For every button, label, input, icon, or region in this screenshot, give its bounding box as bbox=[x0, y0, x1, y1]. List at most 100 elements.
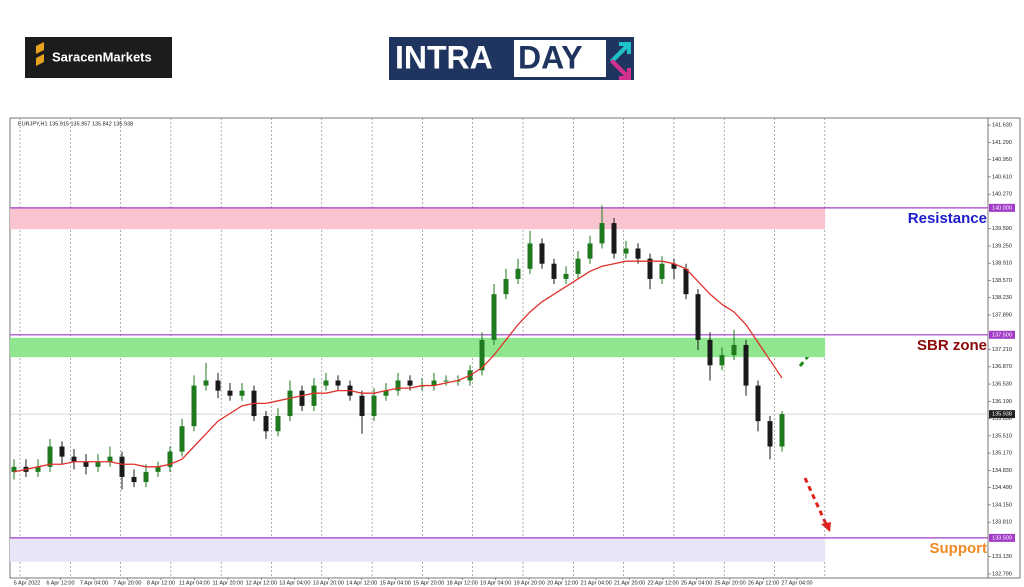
x-tick-label: 14 Apr 12:00 bbox=[346, 580, 377, 586]
x-tick-label: 25 Apr 04:00 bbox=[681, 580, 712, 586]
candle-body bbox=[263, 416, 269, 432]
moving-average bbox=[13, 260, 783, 473]
y-tick-label: 132.790 bbox=[992, 571, 1012, 577]
x-tick-label: 19 Apr 20:00 bbox=[514, 580, 545, 586]
y-tick-label: 141.630 bbox=[992, 123, 1012, 129]
y-tick-label: 135.170 bbox=[992, 451, 1012, 457]
candle-body bbox=[407, 380, 413, 386]
candle-body bbox=[635, 248, 641, 259]
y-tick-label: 138.230 bbox=[992, 295, 1012, 301]
candle-body bbox=[539, 243, 545, 264]
candle-body bbox=[107, 456, 113, 462]
candle-body bbox=[131, 476, 137, 483]
level-price-tag-bg bbox=[989, 330, 1015, 339]
x-tick-label: 27 Apr 04:00 bbox=[781, 580, 812, 586]
candle-body bbox=[35, 466, 41, 472]
level-zone bbox=[10, 207, 825, 230]
x-tick-label: 7 Apr 20:00 bbox=[113, 580, 141, 586]
x-tick-label: 21 Apr 04:00 bbox=[581, 580, 612, 586]
y-tick-label: 133.810 bbox=[992, 520, 1012, 526]
x-tick-label: 19 Apr 04:00 bbox=[480, 580, 511, 586]
level-zone bbox=[10, 537, 825, 562]
candle-body bbox=[383, 390, 389, 396]
candle-body bbox=[779, 414, 785, 447]
y-tick-label: 136.190 bbox=[992, 399, 1012, 405]
y-tick-label: 136.870 bbox=[992, 364, 1012, 370]
candle-body bbox=[647, 258, 653, 279]
y-tick-label: 134.150 bbox=[992, 502, 1012, 508]
candle-body bbox=[359, 395, 365, 417]
y-tick-label: 141.290 bbox=[992, 140, 1012, 146]
y-tick-label: 137.890 bbox=[992, 312, 1012, 318]
candle-body bbox=[95, 461, 101, 467]
candle-body bbox=[311, 385, 317, 406]
chart-title: EURJPY,H1 135.915 135.957 135.842 135.93… bbox=[18, 121, 133, 127]
y-tick-label: 133.130 bbox=[992, 554, 1012, 560]
last-price-tag: 135.938 bbox=[992, 412, 1012, 418]
level-price-tag: 137.500 bbox=[992, 332, 1012, 338]
y-tick-label: 134.830 bbox=[992, 468, 1012, 474]
y-tick-label: 135.510 bbox=[992, 433, 1012, 439]
y-tick-label: 140.610 bbox=[992, 174, 1012, 180]
candle-body bbox=[443, 380, 449, 382]
y-tick-label: 139.250 bbox=[992, 243, 1012, 249]
candle-body bbox=[299, 390, 305, 406]
candle-body bbox=[179, 426, 185, 452]
candle-body bbox=[587, 243, 593, 259]
x-tick-label: 12 Apr 12:00 bbox=[246, 580, 277, 586]
candle-body bbox=[683, 268, 689, 295]
x-tick-label: 8 Apr 12:00 bbox=[147, 580, 175, 586]
level-price-tag-bg bbox=[989, 203, 1015, 212]
candle-body bbox=[335, 380, 341, 386]
candle-body bbox=[323, 380, 329, 386]
candle-body bbox=[491, 294, 497, 340]
candle-body bbox=[71, 456, 77, 462]
x-tick-label: 6 Apr 12:00 bbox=[46, 580, 74, 586]
y-tick-label: 134.490 bbox=[992, 485, 1012, 491]
banner-arrow-down bbox=[610, 59, 631, 80]
x-tick-label: 5 Apr 2022 bbox=[14, 580, 41, 586]
candle-body bbox=[659, 263, 665, 279]
candle-body bbox=[371, 395, 377, 417]
candle-body bbox=[743, 344, 749, 386]
candle-body bbox=[239, 390, 245, 396]
y-tick-label: 137.210 bbox=[992, 347, 1012, 353]
y-tick-label: 136.530 bbox=[992, 382, 1012, 388]
candle-body bbox=[215, 380, 221, 391]
x-tick-label: 20 Apr 12:00 bbox=[547, 580, 578, 586]
y-tick-label: 138.910 bbox=[992, 261, 1012, 267]
level-zone bbox=[10, 337, 825, 358]
candle-body bbox=[479, 339, 485, 371]
level-label: Resistance bbox=[908, 210, 987, 227]
level-label: Support bbox=[930, 540, 988, 557]
candle-body bbox=[731, 344, 737, 356]
y-tick-label: 135.850 bbox=[992, 416, 1012, 422]
y-tick-label: 138.570 bbox=[992, 278, 1012, 284]
candle-body bbox=[551, 263, 557, 279]
candle-body bbox=[143, 471, 149, 483]
candle-body bbox=[767, 421, 773, 447]
x-tick-label: 13 Apr 04:00 bbox=[279, 580, 310, 586]
level-price-tag-bg bbox=[989, 533, 1015, 542]
candle-body bbox=[275, 416, 281, 432]
candle-body bbox=[395, 380, 401, 391]
x-tick-label: 25 Apr 20:00 bbox=[714, 580, 745, 586]
x-tick-label: 18 Apr 12:00 bbox=[447, 580, 478, 586]
candle-body bbox=[227, 390, 233, 396]
candle-body bbox=[119, 456, 125, 477]
candle-body bbox=[287, 390, 293, 417]
candle-body bbox=[59, 446, 65, 457]
candle-body bbox=[203, 380, 209, 386]
banner-right: DAY bbox=[518, 39, 583, 75]
candle-body bbox=[11, 466, 17, 472]
candle-body bbox=[719, 355, 725, 366]
candle-body bbox=[563, 273, 569, 279]
candle-body bbox=[575, 258, 581, 274]
brand-logo bbox=[25, 37, 172, 78]
last-price-tag-bg bbox=[989, 410, 1015, 419]
candle-body bbox=[707, 339, 713, 366]
candle-body bbox=[755, 385, 761, 422]
x-tick-label: 15 Apr 04:00 bbox=[380, 580, 411, 586]
down-arrow-head bbox=[821, 522, 831, 532]
level-price-tag: 140.000 bbox=[992, 205, 1012, 211]
